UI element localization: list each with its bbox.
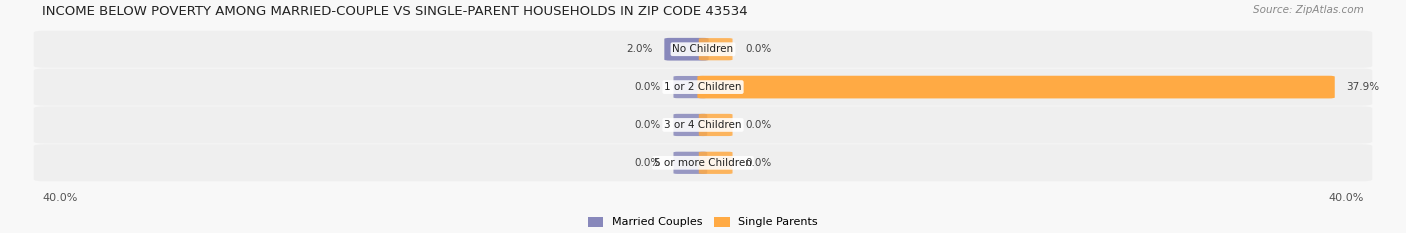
- FancyBboxPatch shape: [34, 106, 1372, 144]
- Text: INCOME BELOW POVERTY AMONG MARRIED-COUPLE VS SINGLE-PARENT HOUSEHOLDS IN ZIP COD: INCOME BELOW POVERTY AMONG MARRIED-COUPL…: [42, 5, 748, 18]
- FancyBboxPatch shape: [697, 76, 1334, 98]
- Text: 40.0%: 40.0%: [42, 193, 77, 203]
- Text: 0.0%: 0.0%: [634, 158, 661, 168]
- FancyBboxPatch shape: [34, 69, 1372, 106]
- FancyBboxPatch shape: [34, 31, 1372, 68]
- FancyBboxPatch shape: [664, 38, 709, 61]
- Text: 0.0%: 0.0%: [634, 120, 661, 130]
- Text: 0.0%: 0.0%: [745, 44, 772, 54]
- FancyBboxPatch shape: [699, 152, 733, 174]
- Legend: Married Couples, Single Parents: Married Couples, Single Parents: [588, 217, 818, 227]
- Text: 0.0%: 0.0%: [745, 158, 772, 168]
- Text: 1 or 2 Children: 1 or 2 Children: [664, 82, 742, 92]
- FancyBboxPatch shape: [673, 152, 707, 174]
- Text: 0.0%: 0.0%: [634, 82, 661, 92]
- Text: 5 or more Children: 5 or more Children: [654, 158, 752, 168]
- Text: 37.9%: 37.9%: [1346, 82, 1379, 92]
- Text: Source: ZipAtlas.com: Source: ZipAtlas.com: [1253, 5, 1364, 15]
- Text: 3 or 4 Children: 3 or 4 Children: [664, 120, 742, 130]
- FancyBboxPatch shape: [673, 76, 707, 98]
- Text: No Children: No Children: [672, 44, 734, 54]
- FancyBboxPatch shape: [673, 114, 707, 136]
- Text: 0.0%: 0.0%: [745, 120, 772, 130]
- FancyBboxPatch shape: [34, 144, 1372, 181]
- Text: 2.0%: 2.0%: [627, 44, 652, 54]
- FancyBboxPatch shape: [699, 38, 733, 60]
- Text: 40.0%: 40.0%: [1329, 193, 1364, 203]
- FancyBboxPatch shape: [699, 114, 733, 136]
